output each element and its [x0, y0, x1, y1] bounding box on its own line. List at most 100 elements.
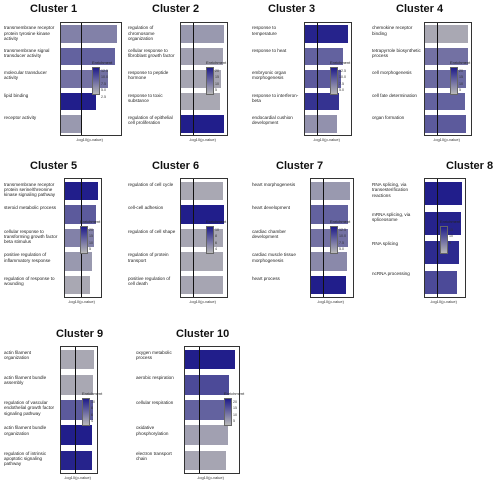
- legend-tick: 4: [91, 419, 93, 424]
- bar: [311, 205, 349, 224]
- threshold-line: [199, 347, 200, 473]
- category-label: response to peptide hormone: [128, 70, 169, 81]
- bar: [61, 92, 96, 111]
- category-label: cardiac muscle tissue morphogenesis: [252, 252, 296, 263]
- panel-title: Cluster 1: [30, 3, 78, 15]
- category-label: cellular response to transforming growth…: [4, 228, 58, 245]
- category-label: positive regulation of cell death: [128, 275, 171, 287]
- legend-title: Enrichment: [440, 219, 461, 224]
- x-axis-label: -log10(p-value): [189, 137, 216, 142]
- legend-tick: 20: [459, 69, 463, 73]
- bar: [305, 25, 348, 43]
- plot-area: [304, 22, 352, 136]
- color-legend: Enrichment 15 10 5: [440, 219, 460, 254]
- x-axis-label: -log10(p-value): [64, 475, 91, 480]
- x-axis-label: -log10(p-value): [76, 137, 103, 142]
- panel-title: Cluster 2: [152, 3, 200, 15]
- legend-tick: 2.5: [101, 94, 106, 99]
- threshold-line: [75, 347, 76, 473]
- bar: [181, 181, 223, 200]
- legend-gradient: [206, 226, 214, 254]
- legend-gradient: [80, 226, 88, 254]
- legend-gradient: [206, 67, 214, 95]
- legend-gradient: [82, 398, 90, 426]
- bar: [61, 47, 115, 66]
- color-legend: Enrichment 10 8 6 4: [82, 391, 102, 426]
- legend-title: Enrichment: [450, 60, 471, 65]
- category-label: embryonic organ morphogenesis: [252, 70, 287, 81]
- legend-tick: 15: [459, 75, 463, 80]
- category-label: aerobic respiration: [136, 374, 174, 380]
- threshold-line: [193, 179, 194, 297]
- category-label: ncRNA processing: [372, 270, 410, 276]
- legend-tick: 5.0: [339, 247, 344, 252]
- plot-area: [424, 22, 472, 136]
- bar: [181, 252, 223, 271]
- panel-title: Cluster 8: [446, 160, 494, 172]
- category-label: regulation of cell shape: [128, 228, 176, 234]
- legend-tick: 8: [215, 234, 217, 239]
- category-label: receptor activity: [4, 115, 37, 121]
- bar: [65, 205, 96, 224]
- legend-tick: 12.5: [339, 228, 346, 232]
- bar: [311, 252, 347, 271]
- category-label: mRNA splicing, via spliceosome: [372, 211, 411, 222]
- category-label: regulation of cell cycle: [128, 181, 174, 187]
- bar: [61, 425, 93, 445]
- bar: [311, 181, 351, 200]
- legend-tick: 10: [215, 228, 219, 232]
- legend-gradient: [330, 226, 338, 254]
- category-label: lipid binding: [4, 92, 29, 98]
- category-label: molecular transducer activity: [4, 70, 47, 81]
- legend-title: Enrichment: [80, 219, 101, 224]
- legend-tick: 10.0: [339, 75, 346, 80]
- legend-gradient: [440, 226, 448, 254]
- category-label: actin filament bundle organization: [4, 425, 47, 436]
- bar: [61, 349, 95, 370]
- panel-title: Cluster 7: [276, 160, 324, 172]
- x-axis-label: -log10(p-value): [68, 299, 95, 304]
- legend-tick: 6: [91, 412, 93, 417]
- color-legend: Enrichment 10 8 6 4: [206, 219, 226, 254]
- color-legend: Enrichment 20 15 10 5: [80, 219, 100, 254]
- bar: [305, 115, 337, 133]
- legend-gradient: [92, 67, 100, 95]
- category-label: cell morphogenesis: [372, 70, 412, 76]
- category-label: endocardial cushion development: [252, 115, 293, 126]
- bar: [311, 275, 346, 295]
- category-label: transmembrane signal transducer activity: [4, 47, 50, 59]
- legend-tick: 10.0: [339, 234, 346, 239]
- x-axis-label: -log10(p-value): [313, 137, 340, 142]
- legend-tick: 7.5: [101, 81, 106, 86]
- legend-tick: 6: [215, 240, 217, 245]
- color-legend: Enrichment 12.5 10.0 7.5 5.0: [330, 60, 350, 95]
- legend-tick: 5: [89, 247, 91, 252]
- bar: [185, 374, 229, 395]
- category-label: electron transport chain: [136, 450, 172, 461]
- category-label: cell-cell adhesion: [128, 205, 164, 211]
- category-label: cellular response to fibroblast growth f…: [128, 47, 175, 59]
- panel-title: Cluster 9: [56, 328, 104, 340]
- legend-tick: 5: [215, 88, 217, 93]
- legend-tick: 7.5: [339, 240, 344, 245]
- legend-tick: 10: [233, 412, 237, 417]
- x-axis-label: -log10(p-value): [197, 475, 224, 480]
- legend-tick: 10: [89, 240, 93, 245]
- category-label: regulation of response to wounding: [4, 275, 55, 287]
- category-label: organ formation: [372, 115, 405, 121]
- bar: [65, 275, 90, 295]
- bar: [425, 25, 468, 43]
- threshold-line: [437, 23, 438, 135]
- category-label: cell fate determination: [372, 92, 417, 98]
- category-label: positive regulation of inflammatory resp…: [4, 252, 51, 263]
- category-label: regulation of protein transport: [128, 252, 169, 263]
- legend-tick: 8: [91, 406, 93, 411]
- bar: [61, 25, 118, 43]
- color-legend: Enrichment 12.5 10.0 7.5 5.0 2.5: [92, 60, 112, 99]
- category-label: response to toxic substance: [128, 92, 163, 103]
- category-label: regulation of epithelial cell proliferat…: [128, 115, 173, 126]
- threshold-line: [437, 179, 438, 297]
- category-label: chemokine receptor binding: [372, 25, 413, 36]
- color-legend: Enrichment 12.5 10.0 7.5 5.0: [330, 219, 350, 254]
- bar: [425, 47, 468, 66]
